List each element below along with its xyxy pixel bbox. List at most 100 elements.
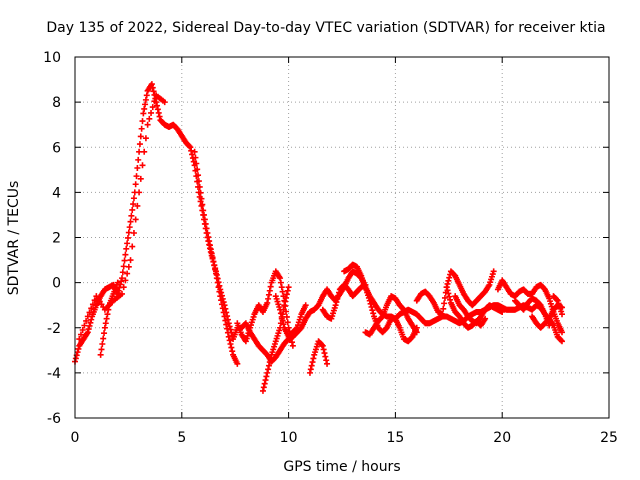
data-point [266,359,273,366]
data-point [199,201,206,208]
data-point [277,306,284,313]
data-point [207,246,214,253]
series-track-12 [413,268,497,318]
x-tick-label: 20 [493,430,511,446]
data-point [264,369,271,376]
data-point [334,295,341,302]
data-point [86,322,93,329]
data-point [126,224,133,231]
data-point [138,125,145,132]
data-point [228,344,235,351]
data-point [84,313,91,320]
data-point [289,339,296,346]
data-point [370,310,377,317]
data-point [103,315,110,322]
x-axis-label: GPS time / hours [283,459,400,475]
data-point [129,243,136,250]
axis-ticks: 0 5 10 15 20 25 -6 -4 -2 0 2 4 6 8 10 [43,50,618,446]
data-point [139,162,146,169]
data-point [284,319,291,326]
data-point [87,319,94,326]
data-point [441,300,448,307]
data-point [211,262,218,269]
data-point [559,311,566,318]
data-point [310,355,317,362]
data-point [120,284,127,291]
data-point [440,305,447,312]
data-point [102,320,109,327]
data-point [81,322,88,329]
data-point [213,275,220,282]
y-tick-label: -2 [47,321,61,337]
grid [75,57,609,418]
data-point [88,316,95,323]
data-point [118,290,125,297]
data-point [267,283,274,290]
data-point [262,377,269,384]
data-point [148,81,155,88]
data-point [125,263,132,270]
y-tick-label: -6 [47,411,61,427]
data-point [482,315,489,322]
data-point [367,300,374,307]
data-point [281,302,288,309]
data-point [214,279,221,286]
series-track-16 [512,295,553,329]
data-point [366,297,373,304]
data-point [324,360,331,367]
data-point [332,302,339,309]
data-point [130,229,137,236]
data-point [280,321,287,328]
data-point [192,154,199,161]
series-track-8 [306,338,331,376]
data-point [140,110,147,117]
data-point [266,287,273,294]
data-point [148,109,155,116]
data-point [86,309,93,316]
data-point [122,251,129,258]
data-point [553,296,560,303]
data-point [221,313,228,320]
data-point [161,99,168,106]
data-point [124,270,131,277]
data-point [259,387,266,394]
data-point [101,330,108,337]
data-point [206,238,213,245]
data-point [197,189,204,196]
data-point [89,301,96,308]
data-point [208,250,215,257]
data-point [333,299,340,306]
data-point [136,148,143,155]
data-point [265,291,272,298]
data-point [186,143,193,150]
data-point [444,280,451,287]
data-point [130,201,137,208]
data-point [194,166,201,173]
data-point [265,295,272,302]
data-point [141,148,148,155]
data-point [72,355,79,362]
series-track-7 [272,293,309,340]
series-track-4 [191,148,241,367]
chart-title: Day 135 of 2022, Sidereal Day-to-day VTE… [46,20,605,36]
data-point [226,337,233,344]
data-point [447,296,454,303]
data-point [201,211,208,218]
data-point [227,326,234,333]
data-point [134,165,141,172]
data-point [322,353,329,360]
y-tick-label: 0 [52,276,61,292]
data-point [445,277,452,284]
data-point [559,329,566,336]
data-point [234,360,241,367]
data-point [139,118,146,125]
data-point [283,294,290,301]
data-point [212,266,219,273]
data-point [318,341,325,348]
data-point [137,175,144,182]
data-point [100,335,107,342]
data-point [83,317,90,324]
series-track-14 [452,293,506,327]
data-point [217,293,224,300]
data-point [202,220,209,227]
